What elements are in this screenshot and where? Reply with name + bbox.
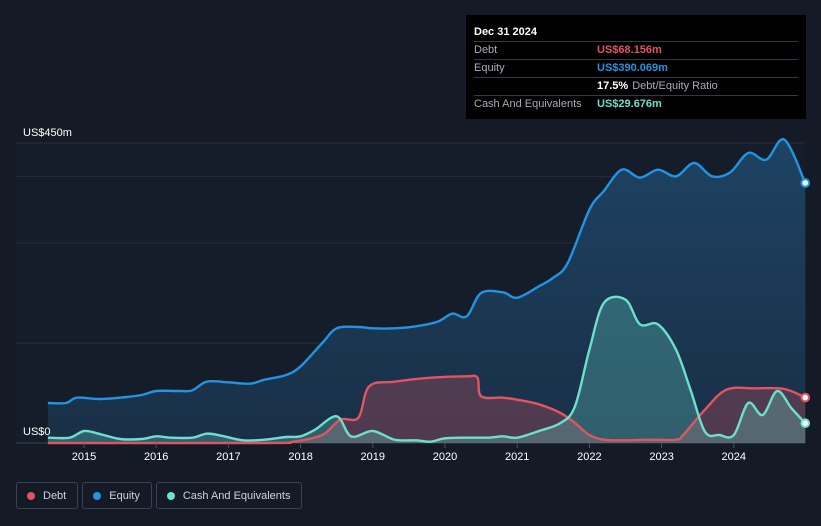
x-tick-label: 2022 — [577, 451, 601, 463]
debt-end-point — [800, 392, 811, 403]
x-tick-label: 2021 — [505, 451, 529, 463]
y-axis-max-label: US$450m — [23, 127, 72, 139]
x-tick-label: 2016 — [144, 451, 168, 463]
cash-and-equivalents-line — [47, 295, 807, 443]
legend-dot-icon — [27, 491, 35, 500]
tooltip-row: 17.5% Debt/Equity Ratio — [474, 77, 798, 95]
legend-label: Cash And Equivalents — [182, 489, 291, 502]
legend-dot-icon — [166, 491, 175, 500]
equity-area — [47, 139, 806, 444]
tooltip-row-suffix: Debt/Equity Ratio — [632, 80, 718, 92]
x-tick-label: 2020 — [433, 451, 457, 463]
legend-item-debt[interactable]: Debt — [16, 482, 79, 509]
legend-dot-icon — [93, 491, 102, 500]
legend-label: Debt — [43, 489, 67, 502]
tooltip-row-value: US$68.156m — [597, 44, 662, 56]
legend-item-equity[interactable]: Equity — [82, 482, 152, 509]
tooltip-row: Equity US$390.069m — [474, 59, 798, 77]
x-tick-label: 2017 — [216, 451, 240, 463]
y-axis-min-label: US$0 — [23, 426, 51, 438]
tooltip-row-label: Equity — [474, 62, 505, 74]
cash-and-equivalents-end-point — [800, 418, 811, 429]
chart-legend: Debt Equity Cash And Equivalents — [16, 482, 303, 509]
x-tick-label: 2019 — [361, 451, 385, 463]
x-tick-label: 2024 — [722, 451, 746, 463]
data-tooltip: Dec 31 2024 Debt US$68.156m Equity US$390.0… — [466, 15, 806, 119]
tooltip-row: Cash And Equivalents US$29.676m — [474, 95, 798, 113]
cash-and-equivalents-area — [47, 296, 806, 443]
tooltip-date: Dec 31 2024 — [474, 26, 537, 38]
x-tick-label: 2015 — [72, 451, 96, 463]
tooltip-row-value: 17.5% — [597, 80, 629, 92]
debt-area — [47, 375, 806, 444]
tooltip-row: Debt US$68.156m — [474, 41, 798, 59]
tooltip-row-label: Cash And Equivalents — [474, 98, 582, 110]
x-tick-label: 2023 — [649, 451, 673, 463]
tooltip-row-value: US$29.676m — [597, 98, 662, 110]
equity-line — [47, 138, 807, 405]
tooltip-row-label — [474, 78, 597, 95]
debt-line — [47, 374, 806, 445]
tooltip-row-value: US$390.069m — [597, 62, 668, 74]
legend-label: Equity — [109, 489, 140, 502]
tooltip-row-label: Debt — [474, 44, 498, 56]
x-tick-label: 2018 — [288, 451, 312, 463]
legend-item-cash-and-equivalents[interactable]: Cash And Equivalents — [155, 482, 303, 509]
equity-end-point — [800, 178, 811, 188]
